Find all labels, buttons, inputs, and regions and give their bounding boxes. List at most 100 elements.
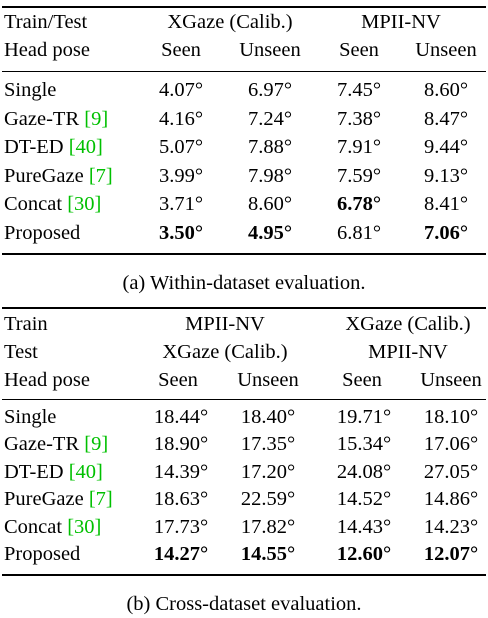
value-cell: 18.40°: [240, 406, 296, 428]
value-cell: 17.06°: [423, 433, 479, 456]
value-cell: 17.35°: [240, 433, 296, 456]
citation-link[interactable]: [40]: [68, 460, 103, 483]
method-name: Proposed: [4, 222, 81, 244]
value-cell: 6.97°: [247, 79, 293, 101]
table-a-header-unseen-1: Unseen: [239, 39, 301, 61]
value-cell: 3.99°: [158, 164, 204, 187]
value-cell: 7.91°: [336, 136, 382, 159]
value-cell: 7.59°: [336, 164, 382, 187]
method-label: PureGaze [7]: [4, 489, 113, 510]
method-label: Gaze-TR [9]: [4, 107, 109, 130]
table-b-header-seen-1: Seen: [158, 369, 198, 391]
method-name: Single: [4, 79, 57, 101]
value-cell: 22.59°: [240, 488, 296, 511]
value-cell: 14.39°: [153, 460, 209, 483]
citation-link[interactable]: [40]: [68, 136, 103, 159]
table-b-header-head-pose: Head pose: [4, 369, 90, 391]
method-label: Concat [30]: [4, 515, 102, 538]
value-cell: 7.98°: [247, 164, 293, 187]
citation-link[interactable]: [9]: [84, 433, 109, 456]
table-a-mid-rule: [2, 71, 486, 72]
table-b-bottom-rule: [2, 574, 486, 576]
value-cell: 7.88°: [247, 136, 293, 159]
value-cell: 14.23°: [423, 515, 479, 538]
value-cell: 4.95°: [247, 222, 293, 244]
table-a-header-unseen-2: Unseen: [415, 39, 477, 61]
method-name: Concat: [4, 193, 68, 216]
value-cell: 18.90°: [153, 433, 209, 456]
value-cell: 9.13°: [423, 164, 469, 187]
value-cell: 14.27°: [153, 543, 209, 565]
table-a-header-seen-1: Seen: [161, 39, 201, 61]
table-a-header-train-test: Train/Test: [4, 11, 88, 33]
value-cell: 8.60°: [247, 193, 293, 216]
table-a-header-group1: XGaze (Calib.): [167, 11, 293, 33]
method-label: Single: [4, 80, 56, 101]
table-a-bottom-rule: [2, 253, 486, 255]
method-name: DT-ED: [4, 136, 69, 159]
value-cell: 18.44°: [153, 406, 209, 428]
value-cell: 7.06°: [423, 222, 469, 244]
citation-link[interactable]: [30]: [67, 193, 102, 216]
value-cell: 7.24°: [247, 107, 293, 130]
method-label: Gaze-TR [9]: [4, 434, 108, 455]
method-name: PureGaze: [4, 164, 89, 187]
method-name: Gaze-TR: [4, 107, 85, 130]
table-a-header-group2: MPII-NV: [361, 11, 441, 33]
method-label: PureGaze [7]: [4, 166, 113, 187]
table-b-header-unseen-1: Unseen: [237, 369, 299, 391]
value-cell: 14.43°: [336, 515, 392, 538]
value-cell: 9.44°: [423, 136, 469, 159]
table-b-mid-rule: [2, 399, 486, 400]
citation-link[interactable]: [7]: [88, 488, 113, 511]
value-cell: 17.20°: [240, 460, 296, 483]
value-cell: 19.71°: [336, 406, 392, 428]
method-label: Single: [4, 407, 56, 428]
table-b-caption: (b) Cross-dataset evaluation.: [126, 593, 362, 615]
citation-link[interactable]: [7]: [88, 164, 113, 187]
method-label: Proposed: [4, 544, 80, 565]
value-cell: 18.10°: [423, 406, 479, 428]
method-name: Gaze-TR: [4, 433, 85, 456]
method-label: Proposed: [4, 223, 80, 244]
citation-link[interactable]: [9]: [84, 107, 109, 130]
value-cell: 18.63°: [153, 488, 209, 511]
citation-link[interactable]: [30]: [67, 515, 102, 538]
table-b-header-unseen-2: Unseen: [420, 369, 482, 391]
table-b-header-test: Test: [4, 341, 38, 363]
value-cell: 7.45°: [336, 79, 382, 101]
value-cell: 12.07°: [423, 543, 479, 565]
value-cell: 17.82°: [240, 515, 296, 538]
value-cell: 12.60°: [336, 543, 392, 565]
table-a-caption: (a) Within-dataset evaluation.: [122, 272, 366, 294]
value-cell: 6.78°: [336, 193, 382, 216]
table-b-header-train: Train: [4, 313, 48, 335]
table-b-header-group1-test: XGaze (Calib.): [162, 341, 288, 363]
table-b-header-group2-test: MPII-NV: [368, 341, 448, 363]
table-b-top-rule: [2, 307, 486, 309]
value-cell: 3.71°: [158, 193, 204, 216]
value-cell: 14.86°: [423, 488, 479, 511]
value-cell: 17.73°: [153, 515, 209, 538]
table-b-header-seen-2: Seen: [342, 369, 382, 391]
method-name: DT-ED: [4, 460, 69, 483]
table-a-top-rule: [2, 6, 486, 8]
value-cell: 4.07°: [158, 79, 204, 101]
value-cell: 5.07°: [158, 136, 204, 159]
value-cell: 27.05°: [423, 460, 479, 483]
method-name: Concat: [4, 515, 68, 538]
value-cell: 8.41°: [423, 193, 469, 216]
method-name: Single: [4, 406, 57, 428]
value-cell: 4.16°: [158, 107, 204, 130]
value-cell: 14.55°: [240, 543, 296, 565]
value-cell: 15.34°: [336, 433, 392, 456]
value-cell: 14.52°: [336, 488, 392, 511]
value-cell: 8.47°: [423, 107, 469, 130]
method-name: Proposed: [4, 543, 81, 565]
method-label: DT-ED [40]: [4, 137, 103, 158]
method-name: PureGaze: [4, 488, 89, 511]
table-b-header-group2-train: XGaze (Calib.): [345, 313, 471, 335]
method-label: DT-ED [40]: [4, 462, 103, 483]
table-a-header-seen-2: Seen: [339, 39, 379, 61]
method-label: Concat [30]: [4, 194, 101, 215]
